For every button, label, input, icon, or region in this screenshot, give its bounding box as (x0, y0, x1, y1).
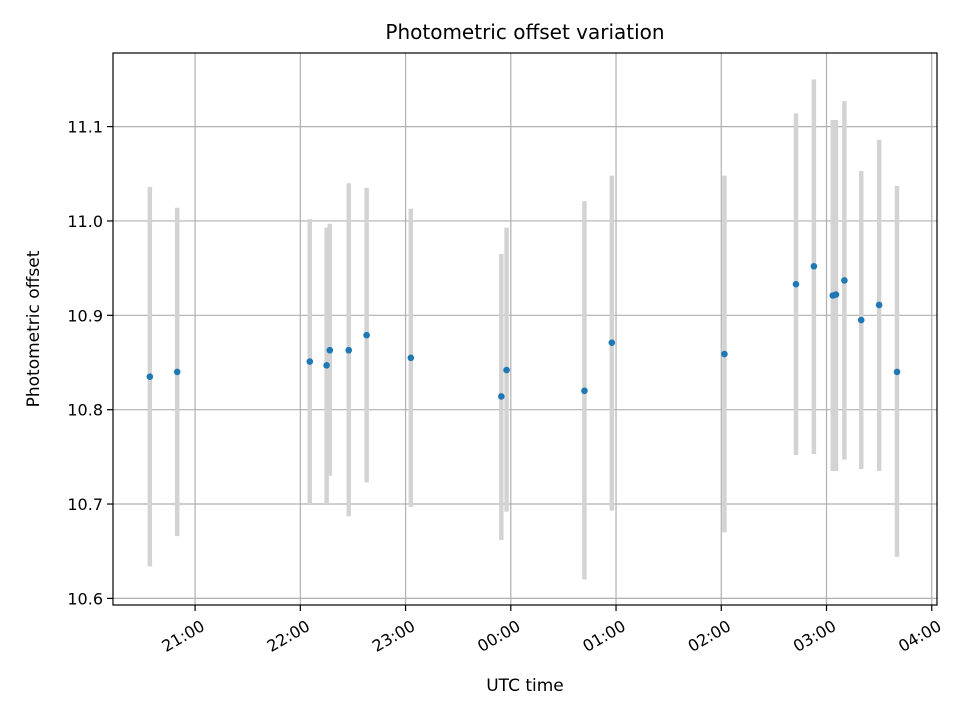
y-tick-label: 11.1 (67, 118, 103, 137)
data-point (498, 393, 505, 400)
data-point (326, 346, 334, 354)
data-point (503, 366, 510, 374)
data-point (581, 387, 588, 395)
data-point (875, 301, 883, 309)
data-point (173, 368, 181, 376)
y-tick-label: 11.0 (67, 212, 103, 231)
plot-frame (112, 52, 938, 606)
y-tick-label: 10.8 (67, 401, 103, 420)
y-tick-label: 10.6 (67, 589, 103, 608)
chart-title: Photometric offset variation (385, 20, 664, 44)
x-axis-label: UTC time (486, 676, 564, 696)
y-axis-label: Photometric offset (24, 250, 44, 407)
data-points (146, 262, 901, 400)
data-point (810, 262, 818, 270)
y-tick-label: 10.9 (67, 306, 103, 325)
data-point (146, 373, 154, 380)
data-point (841, 277, 848, 284)
data-point (323, 362, 330, 369)
data-point (345, 346, 353, 354)
data-point (608, 339, 616, 346)
data-point (721, 350, 728, 358)
data-point (363, 331, 370, 339)
y-tick-label: 10.7 (67, 495, 103, 514)
data-point (893, 368, 901, 376)
data-point (792, 280, 800, 288)
data-point (306, 358, 314, 365)
data-point (857, 316, 865, 324)
grid-lines (113, 53, 937, 605)
data-point (407, 354, 415, 362)
data-point (832, 291, 840, 298)
